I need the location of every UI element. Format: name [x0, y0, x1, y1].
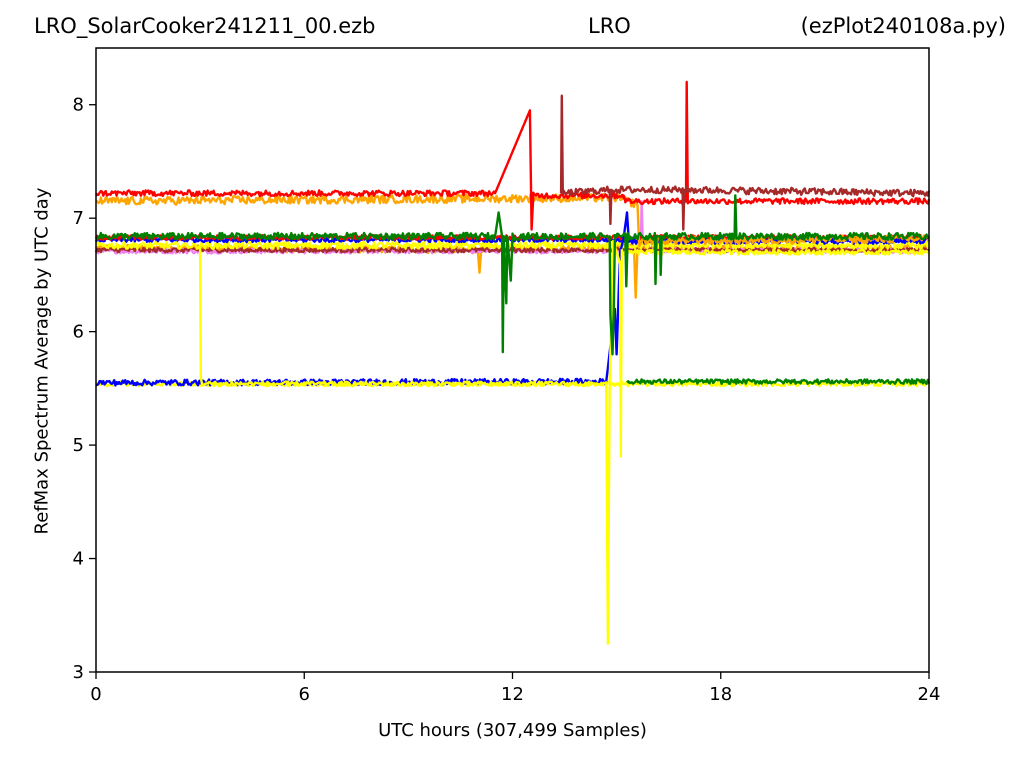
- x-tick-label: 0: [90, 684, 101, 705]
- y-axis-label: RefMax Spectrum Average by UTC day: [31, 187, 53, 535]
- y-tick-label: 3: [73, 662, 84, 683]
- y-tick-label: 7: [73, 208, 84, 229]
- title-station: LRO: [588, 14, 631, 38]
- x-axis: 0 6 12 18 24: [90, 672, 940, 705]
- axes-frame: [95, 47, 930, 673]
- series-layer: [94, 80, 931, 645]
- series-line: [198, 239, 930, 645]
- y-tick-label: 6: [73, 322, 84, 343]
- x-tick-label: 24: [918, 684, 941, 705]
- x-tick-label: 12: [501, 684, 524, 705]
- y-tick-label: 8: [73, 95, 84, 116]
- x-axis-label: UTC hours (307,499 Samples): [378, 720, 647, 741]
- y-tick-label: 4: [73, 549, 84, 570]
- series-line: [559, 94, 931, 231]
- series-line: [95, 80, 931, 231]
- x-tick-label: 18: [709, 684, 732, 705]
- series-line: [626, 378, 931, 385]
- series-line: [96, 194, 930, 356]
- title-script: (ezPlot240108a.py): [800, 14, 1006, 38]
- y-axis: 3 4 5 6 7 8: [73, 95, 96, 683]
- title-filename: LRO_SolarCooker241211_00.ezb: [34, 14, 376, 38]
- x-tick-label: 6: [299, 684, 310, 705]
- y-tick-label: 5: [73, 435, 84, 456]
- series-line: [95, 192, 931, 248]
